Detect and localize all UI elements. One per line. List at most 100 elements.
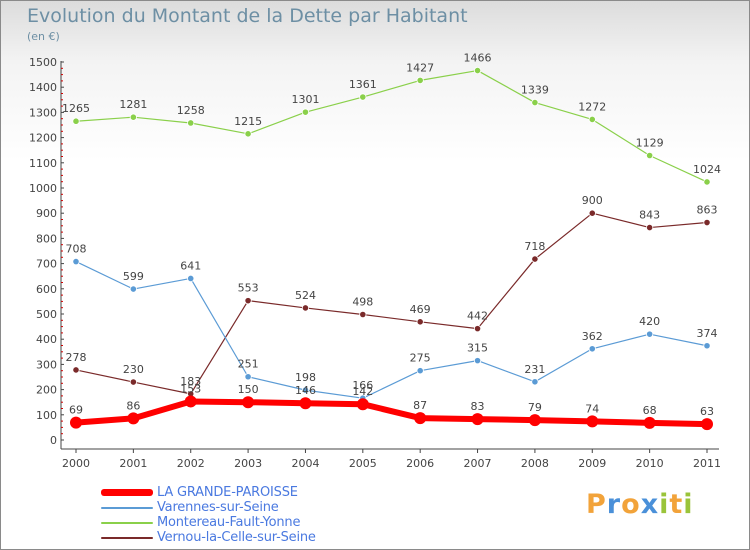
data-point — [588, 115, 596, 124]
logo-letter: x — [640, 489, 660, 520]
data-point — [244, 130, 252, 138]
logo-letter: i — [683, 489, 694, 520]
legend-item: LA GRANDE-PAROISSE — [101, 485, 316, 500]
data-point — [531, 98, 539, 107]
data-point — [416, 318, 424, 326]
data-label: 230 — [123, 363, 144, 376]
data-label: 1339 — [521, 84, 549, 97]
data-label: 278 — [66, 351, 87, 364]
x-tick-label: 2002 — [177, 457, 205, 470]
data-label: 150 — [238, 383, 259, 396]
data-point — [127, 412, 140, 425]
data-label: 1466 — [464, 52, 492, 65]
data-label: 1258 — [177, 104, 205, 117]
data-label: 74 — [585, 402, 599, 415]
data-label: 63 — [700, 405, 714, 418]
data-label: 469 — [410, 303, 431, 316]
x-tick-label: 2006 — [406, 457, 434, 470]
data-point — [301, 304, 310, 312]
data-label: 231 — [524, 363, 545, 376]
data-label: 251 — [238, 358, 259, 371]
data-point — [703, 342, 711, 350]
y-tick-label: 1400 — [29, 81, 57, 94]
y-tick-label: 1500 — [29, 56, 57, 69]
y-tick-label: 100 — [36, 409, 57, 422]
data-point — [646, 223, 654, 232]
series-line-0 — [75, 398, 708, 428]
legend-swatch — [101, 506, 153, 509]
y-tick-label: 400 — [36, 333, 57, 346]
data-point — [473, 66, 482, 75]
data-point — [356, 398, 369, 411]
data-point — [187, 119, 195, 127]
x-tick-label: 2001 — [119, 457, 147, 470]
chart-title: Evolution du Montant de la Dette par Hab… — [27, 5, 468, 27]
data-point — [301, 386, 310, 394]
legend-label: Vernou-la-Celle-sur-Seine — [157, 530, 316, 545]
x-tick-label: 2007 — [464, 457, 492, 470]
data-label: 524 — [295, 289, 316, 302]
series-line-2 — [75, 69, 708, 183]
data-label: 198 — [295, 371, 316, 384]
data-point — [646, 330, 654, 338]
y-tick-label: 900 — [36, 207, 57, 220]
data-point — [531, 255, 539, 263]
data-point — [416, 76, 424, 84]
y-tick-label: 600 — [36, 283, 57, 296]
data-point — [531, 378, 539, 386]
data-label: 166 — [352, 379, 373, 392]
data-point — [414, 412, 427, 425]
y-tick-label: 800 — [36, 232, 57, 245]
data-point — [187, 274, 195, 283]
logo-letter: r — [606, 489, 622, 520]
data-point — [473, 357, 482, 365]
chart-legend: LA GRANDE-PAROISSE Varennes-sur-Seine Mont… — [101, 485, 316, 545]
data-label: 599 — [123, 270, 144, 283]
logo-letter: P — [586, 489, 607, 520]
series-line-3 — [75, 212, 708, 395]
data-point — [244, 373, 252, 381]
data-label: 641 — [180, 259, 201, 272]
data-point — [184, 395, 197, 408]
data-point — [244, 297, 252, 305]
y-tick-label: 1000 — [29, 182, 57, 195]
data-point — [703, 218, 711, 227]
data-label: 1281 — [119, 98, 147, 111]
proxiti-logo: Proxiti — [586, 489, 694, 520]
data-label: 374 — [697, 327, 718, 340]
data-label: 83 — [471, 400, 485, 413]
data-label: 87 — [413, 399, 427, 412]
data-point — [528, 414, 541, 427]
data-point — [70, 416, 82, 429]
data-label: 315 — [467, 342, 488, 355]
legend-item: Montereau-Fault-Yonne — [101, 515, 316, 530]
y-tick-label: 300 — [36, 358, 57, 371]
data-label: 275 — [410, 352, 431, 365]
data-point — [643, 416, 656, 429]
data-label: 86 — [126, 399, 140, 412]
x-tick-label: 2004 — [291, 457, 319, 470]
data-point — [301, 108, 310, 116]
data-point — [72, 117, 80, 125]
data-point — [586, 415, 599, 428]
data-label: 362 — [582, 330, 603, 343]
data-label: 718 — [524, 240, 545, 253]
y-tick-label: 500 — [36, 308, 57, 321]
data-label: 1265 — [62, 102, 90, 115]
x-tick-label: 2010 — [636, 457, 664, 470]
chart-unit: (en €) — [27, 30, 60, 43]
data-point — [416, 367, 424, 375]
data-label: 1272 — [578, 100, 606, 113]
x-tick-label: 2000 — [62, 457, 90, 470]
data-label: 1301 — [291, 93, 319, 106]
data-label: 68 — [643, 404, 657, 417]
legend-swatch — [101, 489, 153, 496]
data-point — [129, 378, 137, 386]
data-label: 183 — [180, 375, 201, 388]
data-label: 1129 — [636, 136, 664, 149]
data-point — [242, 396, 255, 409]
data-label: 553 — [238, 282, 259, 295]
data-label: 708 — [66, 243, 87, 256]
